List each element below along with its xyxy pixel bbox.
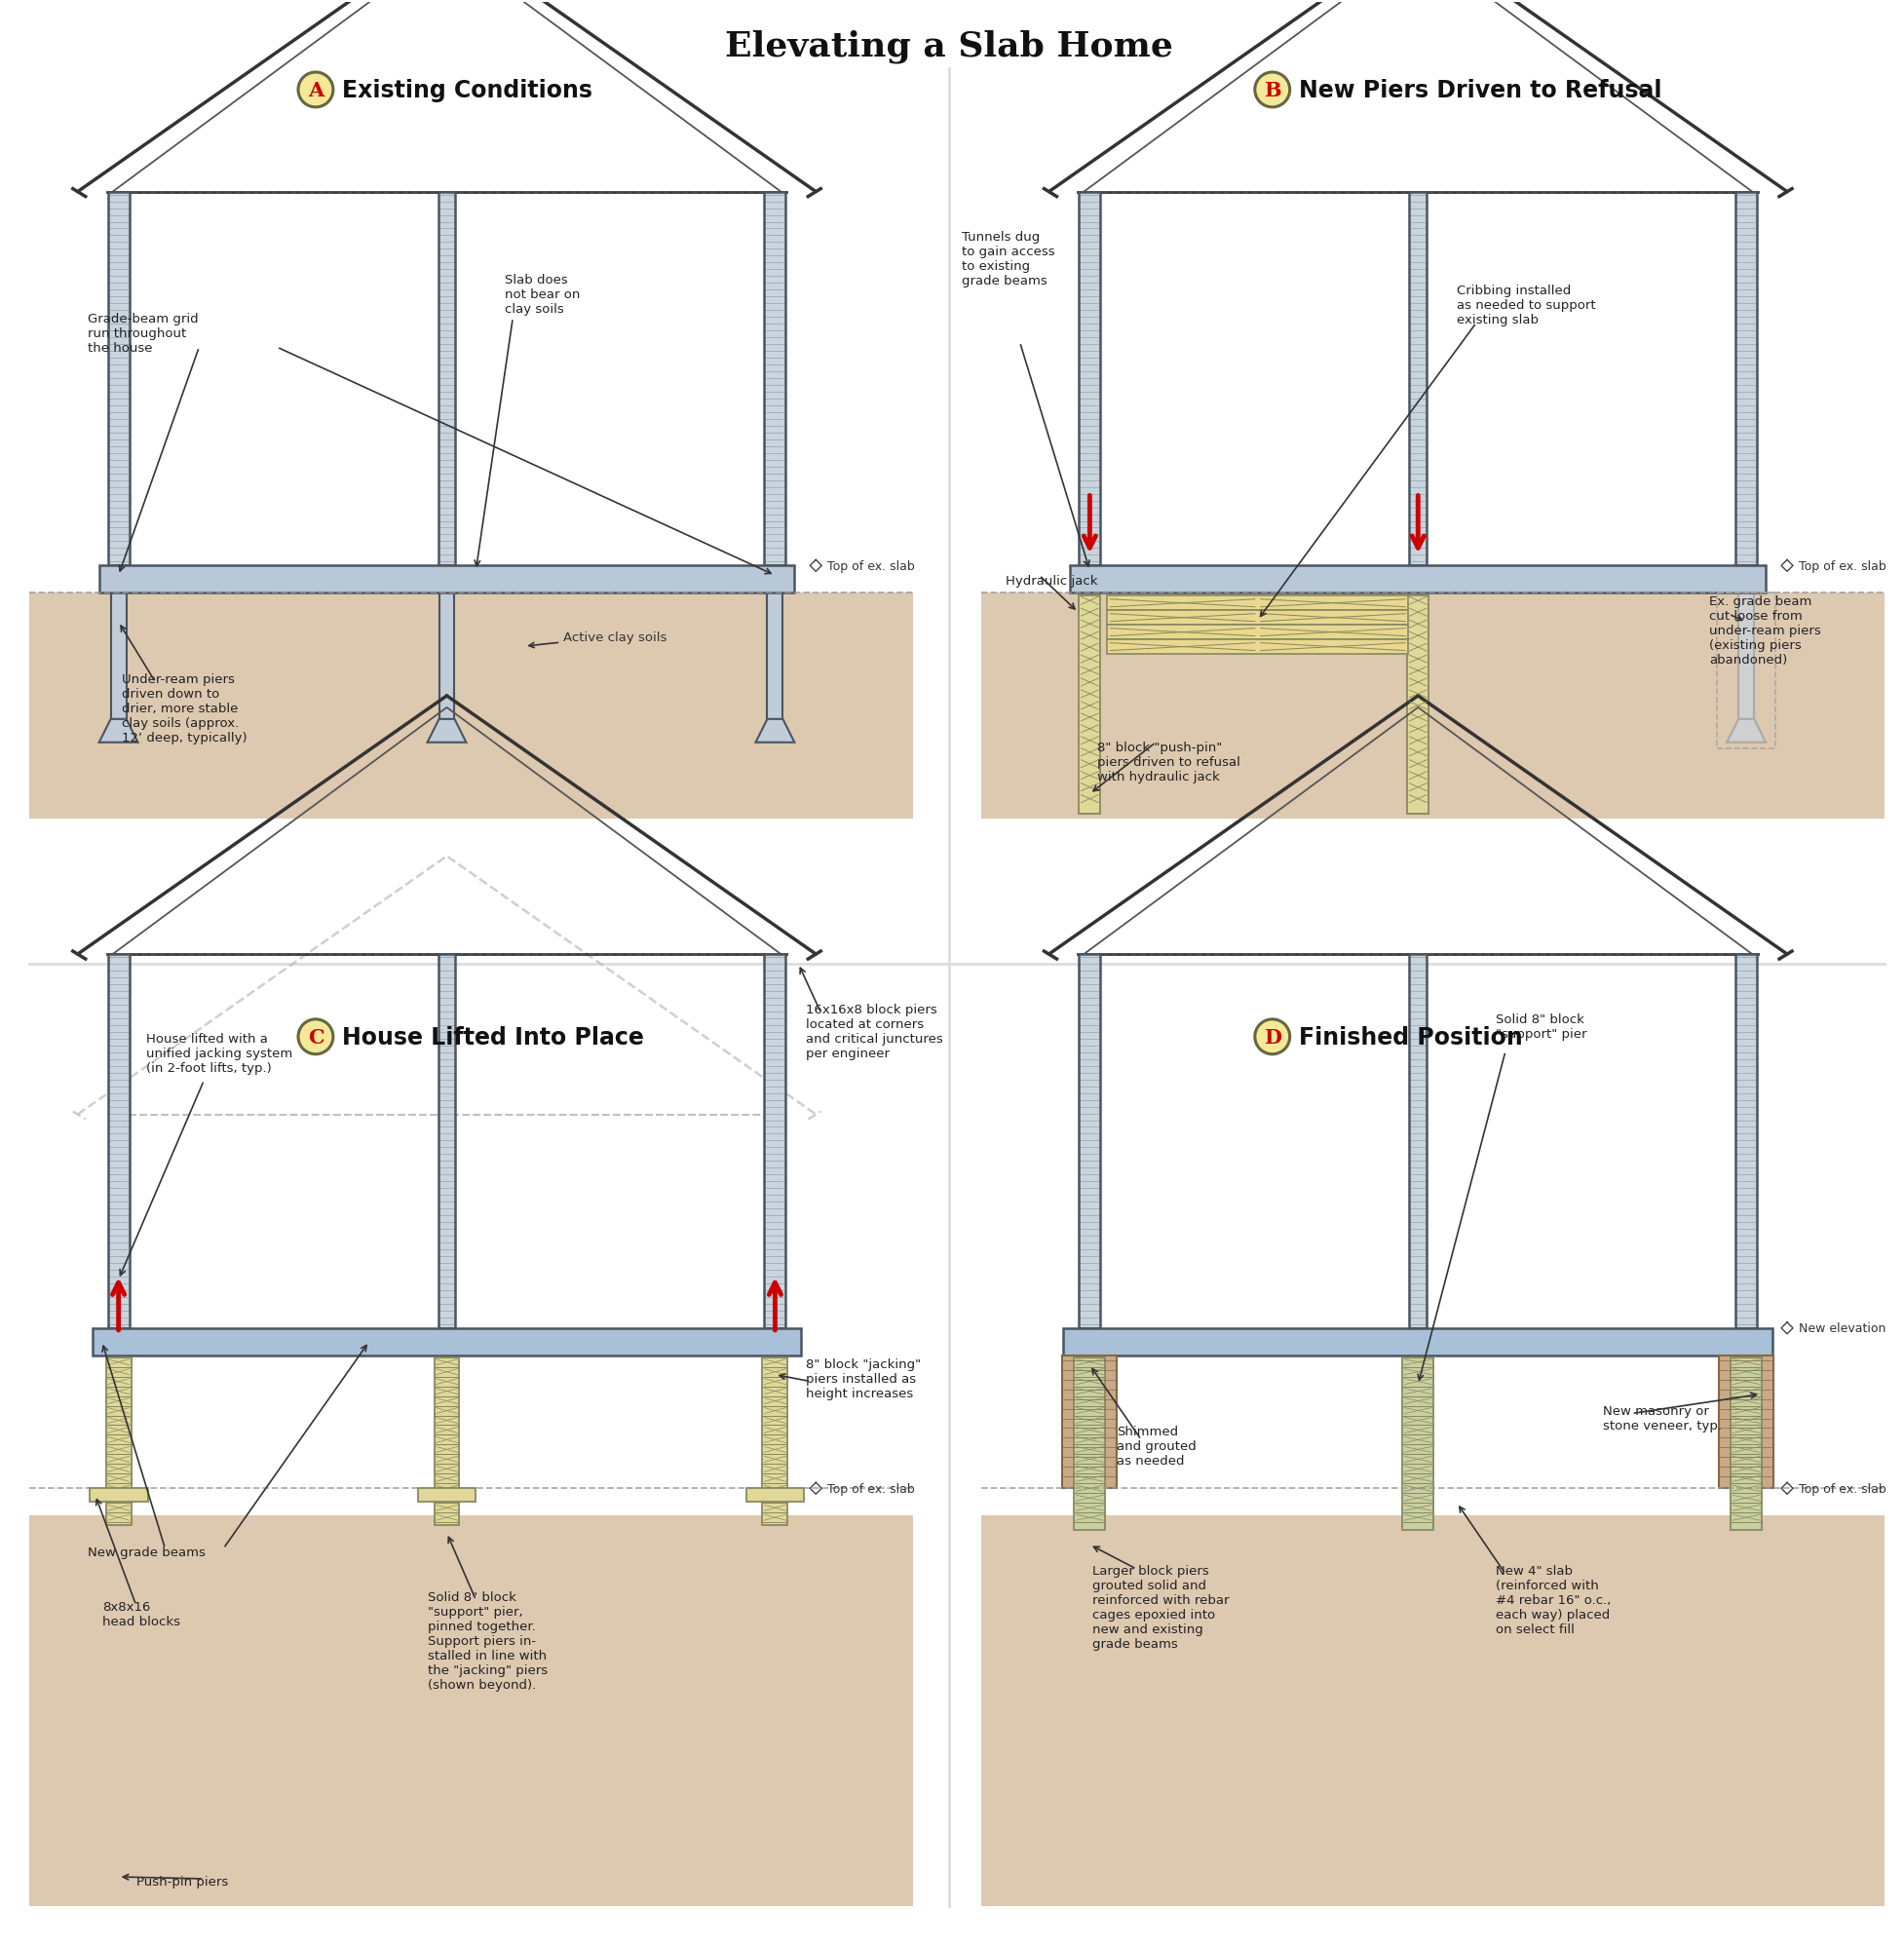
Polygon shape [99,720,137,744]
Bar [89,1489,149,1503]
Bar [981,1515,1885,1906]
Circle shape [299,74,333,107]
Text: B: B [1264,80,1281,99]
Text: Elevating a Slab Home: Elevating a Slab Home [725,29,1173,64]
Bar [107,1357,131,1525]
Text: New elevation: New elevation [1799,1322,1885,1336]
Bar [981,594,1885,818]
Text: 8x8x16
head blocks: 8x8x16 head blocks [103,1600,181,1628]
Bar [746,1489,803,1503]
Text: Slab does
not bear on
clay soils: Slab does not bear on clay soils [505,273,581,315]
Bar [1080,596,1101,814]
Text: Top of ex. slab: Top of ex. slab [828,561,916,572]
Bar [1719,1355,1773,1489]
Bar [29,1515,914,1906]
Bar [1108,611,1409,625]
Bar [1064,1328,1773,1355]
Text: House Lifted Into Place: House Lifted Into Place [343,1026,644,1049]
Text: Larger block piers
grouted solid and
reinforced with rebar
cages epoxied into
ne: Larger block piers grouted solid and rei… [1093,1563,1230,1649]
Bar [1738,594,1754,720]
Text: C: C [308,1028,324,1047]
Bar [1108,596,1409,611]
Bar [1731,1357,1761,1530]
Bar [438,193,455,567]
Text: Hydraulic jack: Hydraulic jack [1005,574,1097,588]
Bar [1409,954,1426,1328]
Circle shape [1255,1020,1289,1055]
Bar [109,193,129,567]
Polygon shape [426,720,466,744]
Bar [1108,625,1409,641]
Bar [29,594,914,818]
Text: Ex. grade beam
cut loose from
under-ream piers
(existing piers
abandoned): Ex. grade beam cut loose from under-ream… [1710,596,1822,666]
Bar [1070,567,1765,594]
Bar [1736,954,1757,1328]
Text: Existing Conditions: Existing Conditions [343,78,592,101]
Bar [110,594,126,720]
Bar [1736,193,1757,567]
Bar [767,594,783,720]
Text: Top of ex. slab: Top of ex. slab [1799,1482,1887,1495]
Text: 8" block "jacking"
piers installed as
height increases: 8" block "jacking" piers installed as he… [805,1357,922,1400]
Text: New Piers Driven to Refusal: New Piers Driven to Refusal [1299,78,1662,101]
Bar [1108,641,1409,654]
Polygon shape [756,720,794,744]
Circle shape [1255,74,1289,107]
Bar [438,954,455,1328]
Text: Shimmed
and grouted
as needed: Shimmed and grouted as needed [1118,1425,1196,1468]
Text: Top of ex. slab: Top of ex. slab [828,1482,916,1495]
Bar [762,1357,788,1525]
Bar [1080,954,1101,1328]
Text: 16x16x8 block piers
located at corners
and critical junctures
per engineer: 16x16x8 block piers located at corners a… [805,1003,942,1059]
Circle shape [299,1020,333,1055]
Bar [1409,193,1426,567]
Text: New masonry or
stone veneer, typ.: New masonry or stone veneer, typ. [1603,1404,1721,1431]
Bar [1407,596,1428,814]
Bar [1062,1355,1118,1489]
Bar [1074,1357,1106,1530]
Text: Grade-beam grid
run throughout
the house: Grade-beam grid run throughout the house [88,312,198,354]
Text: New grade beams: New grade beams [88,1546,206,1558]
Text: D: D [1264,1028,1281,1047]
Text: House lifted with a
unified jacking system
(in 2-foot lifts, typ.): House lifted with a unified jacking syst… [147,1032,291,1075]
Bar [1080,193,1101,567]
Text: New 4" slab
(reinforced with
#4 rebar 16" o.c.,
each way) placed
on select fill: New 4" slab (reinforced with #4 rebar 16… [1497,1563,1611,1635]
Text: Top of ex. slab: Top of ex. slab [1799,561,1887,572]
Text: Under-ream piers
driven down to
drier, more stable
clay soils (approx.
12’ deep,: Under-ream piers driven down to drier, m… [122,674,248,744]
Polygon shape [1727,720,1765,744]
Text: Push-pin piers: Push-pin piers [135,1875,228,1889]
Bar [440,594,455,720]
Bar [417,1489,476,1503]
Bar [764,193,786,567]
Bar [91,1328,802,1355]
Text: Tunnels dug
to gain access
to existing
grade beams: Tunnels dug to gain access to existing g… [962,232,1055,288]
Bar [764,954,786,1328]
Bar [109,954,129,1328]
Bar [434,1357,459,1525]
Text: 8" block "push-pin"
piers driven to refusal
with hydraulic jack: 8" block "push-pin" piers driven to refu… [1097,742,1241,783]
Bar [1403,1357,1434,1530]
Text: Solid 8" block
"support" pier,
pinned together.
Support piers in-
stalled in lin: Solid 8" block "support" pier, pinned to… [426,1591,546,1690]
Text: Finished Position: Finished Position [1299,1026,1523,1049]
Text: Active clay soils: Active clay soils [529,631,666,648]
Text: Solid 8" block
"support" pier: Solid 8" block "support" pier [1497,1012,1586,1040]
Bar [99,567,794,594]
Text: A: A [308,80,324,99]
Text: Cribbing installed
as needed to support
existing slab: Cribbing installed as needed to support … [1457,284,1596,327]
